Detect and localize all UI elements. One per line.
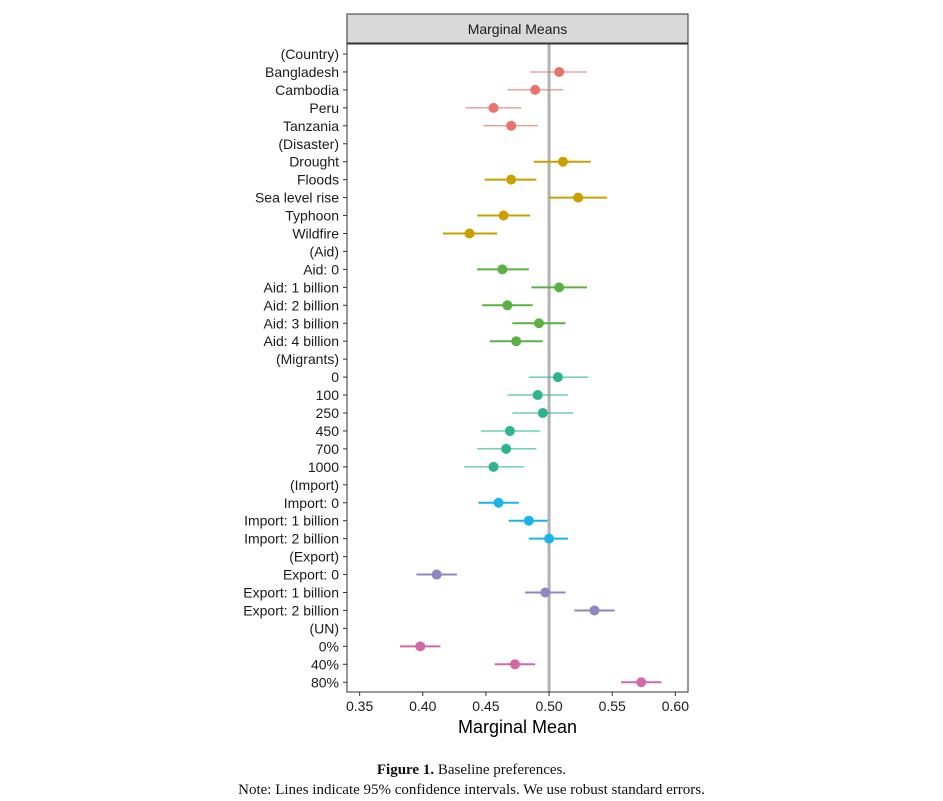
facet-strip: Marginal Means — [346, 13, 689, 44]
y-tick-label: Floods — [297, 172, 339, 188]
y-tick-label: (Migrants) — [276, 351, 339, 367]
figure-label: Figure 1. — [376, 762, 435, 778]
point — [488, 102, 499, 113]
y-tick-label: Cambodia — [275, 82, 339, 98]
y-tick-label: Aid: 0 — [303, 261, 339, 277]
y-tick-label: Aid: 2 billion — [264, 297, 340, 313]
y-tick-label: 40% — [311, 656, 339, 672]
panel-border — [346, 43, 689, 693]
point — [636, 677, 647, 688]
point — [573, 192, 584, 203]
point — [530, 84, 541, 95]
point — [509, 659, 520, 670]
point — [506, 174, 517, 185]
y-tick-label: (Country) — [281, 46, 339, 62]
point — [498, 210, 509, 221]
x-tick-label: 0.55 — [599, 698, 626, 714]
y-tick-label: 250 — [316, 405, 340, 421]
y-tick-label: Import: 2 billion — [244, 531, 339, 547]
y-tick-label: Export: 1 billion — [243, 585, 339, 601]
y-tick-label: (UN) — [309, 620, 339, 636]
y-tick-label: Aid: 3 billion — [264, 315, 340, 331]
point — [504, 425, 515, 436]
y-tick-label: Export: 2 billion — [243, 602, 339, 618]
x-tick-label: 0.50 — [535, 698, 562, 714]
y-tick-label: 450 — [316, 423, 340, 439]
y-tick-label: 1000 — [308, 459, 339, 475]
y-tick-label: Aid: 4 billion — [264, 333, 340, 349]
point — [554, 66, 565, 77]
y-tick-label: Aid: 1 billion — [264, 279, 340, 295]
y-tick-label: Wildfire — [292, 226, 339, 242]
y-tick-label: 100 — [316, 387, 340, 403]
y-tick-label: 0% — [319, 638, 339, 654]
point — [488, 461, 499, 472]
chart: Marginal Means (Country) Bangladesh Cambod… — [243, 13, 689, 737]
x-tick-label: 0.45 — [472, 698, 499, 714]
y-tick-label: Import: 0 — [284, 495, 339, 511]
figure-title: Baseline preferences. — [437, 762, 567, 778]
y-tick-label: 0 — [331, 369, 339, 385]
y-tick-label: 700 — [316, 441, 340, 457]
y-tick-label: 80% — [311, 674, 339, 690]
facet-strip-background — [346, 13, 689, 44]
point — [532, 390, 543, 401]
y-tick-label: Import: 1 billion — [244, 513, 339, 529]
point — [589, 605, 600, 616]
point — [554, 282, 565, 293]
x-tick-label: 0.40 — [409, 698, 436, 714]
y-tick-label: Typhoon — [285, 208, 339, 224]
x-axis: 0.35 0.40 0.45 0.50 0.55 0.60 — [346, 692, 689, 714]
point — [497, 264, 508, 275]
point — [533, 318, 544, 329]
point — [506, 120, 517, 131]
y-tick-label: Drought — [289, 154, 339, 170]
point — [431, 569, 442, 580]
x-tick-label: 0.60 — [662, 698, 689, 714]
point — [502, 300, 513, 311]
point — [415, 641, 426, 652]
point — [493, 497, 504, 508]
point — [537, 408, 548, 418]
point — [501, 443, 512, 454]
point — [540, 587, 551, 598]
point — [557, 156, 568, 167]
x-axis-title: Marginal Mean — [458, 717, 577, 737]
y-tick-label: (Export) — [289, 549, 339, 565]
y-tick-label: Sea level rise — [255, 190, 339, 206]
point — [523, 515, 534, 526]
figure-note: Note: Lines indicate 95% confidence inte… — [238, 782, 705, 798]
point — [544, 533, 555, 544]
y-tick-label: Bangladesh — [265, 64, 339, 80]
y-tick-label: (Aid) — [309, 243, 339, 259]
data-marks — [346, 43, 689, 693]
facet-strip-title: Marginal Means — [468, 21, 568, 37]
x-tick-label: 0.35 — [346, 698, 373, 714]
point — [511, 336, 522, 347]
y-axis: (Country) Bangladesh Cambodia Peru Tanzania (… — [243, 46, 347, 690]
point — [464, 228, 475, 239]
point — [552, 372, 563, 383]
y-tick-label: (Disaster) — [278, 136, 339, 152]
y-tick-label: (Import) — [290, 477, 339, 493]
y-tick-label: Export: 0 — [283, 567, 339, 583]
figure-caption: Figure 1. Baseline preferences. — [0, 762, 943, 779]
y-tick-label: Peru — [309, 100, 339, 116]
y-tick-label: Tanzania — [283, 118, 339, 134]
